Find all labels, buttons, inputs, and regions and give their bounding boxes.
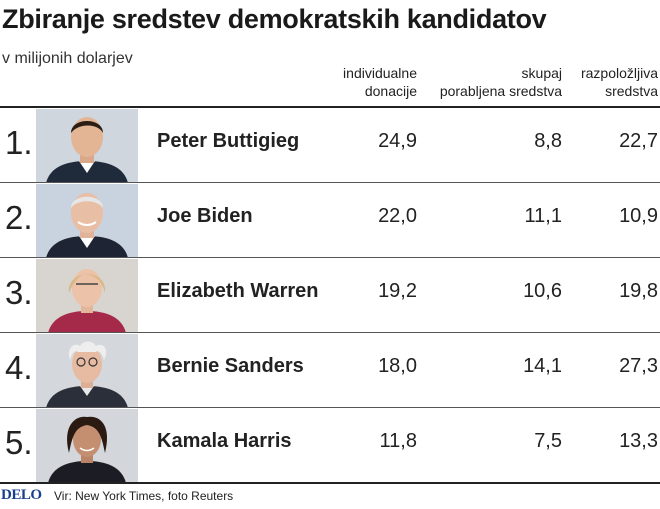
- value-available-funds: 19,8: [619, 280, 658, 302]
- value-individual-donations: 19,2: [378, 280, 417, 302]
- candidate-name: Bernie Sanders: [157, 355, 304, 377]
- value-individual-donations: 22,0: [378, 205, 417, 227]
- rank-label: 5.: [5, 424, 33, 461]
- candidate-photo: [36, 409, 138, 483]
- rank-label: 4.: [5, 349, 33, 386]
- column-header-total-spent: skupaj porabljena sredstva: [440, 64, 562, 100]
- value-total-spent: 7,5: [534, 430, 562, 452]
- column-header-line: donacije: [364, 83, 417, 99]
- row-divider: [0, 257, 660, 258]
- table-row: 1. Peter Buttigieg 24,9 8,8 22,7: [0, 108, 660, 183]
- value-available-funds: 27,3: [619, 355, 658, 377]
- table-row: 2. Joe Biden 22,0 11,1 10,9: [0, 183, 660, 258]
- table-bottom-rule: [0, 482, 660, 484]
- value-available-funds: 10,9: [619, 205, 658, 227]
- chart-title: Zbiranje sredstev demokratskih kandidato…: [2, 4, 547, 34]
- rank-label: 2.: [5, 199, 33, 236]
- value-individual-donations: 11,8: [379, 430, 417, 452]
- candidate-name: Joe Biden: [157, 205, 253, 227]
- candidate-name: Elizabeth Warren: [157, 280, 319, 302]
- delo-logo: DELO: [1, 487, 42, 503]
- column-header-individual-donations: individualne donacije: [343, 64, 417, 100]
- candidate-photo: [36, 334, 138, 408]
- candidate-name: Kamala Harris: [157, 430, 292, 452]
- source-note: Vir: New York Times, foto Reuters: [54, 489, 234, 503]
- table-row: 3. Elizabeth Warren 19,2 10,6 19,8: [0, 258, 660, 333]
- value-total-spent: 14,1: [523, 355, 562, 377]
- value-total-spent: 11,1: [524, 205, 562, 227]
- column-header-available-funds: razpoložljiva sredstva: [581, 64, 658, 100]
- column-header-line: razpoložljiva: [580, 65, 658, 81]
- column-header-line: skupaj: [521, 65, 562, 81]
- candidate-photo: [36, 259, 138, 333]
- candidate-photo: [36, 184, 138, 258]
- candidate-photo: [36, 109, 138, 183]
- column-header-line: sredstva: [605, 83, 658, 99]
- row-divider: [0, 332, 660, 333]
- value-available-funds: 22,7: [619, 130, 658, 152]
- row-divider: [0, 407, 660, 408]
- value-individual-donations: 18,0: [378, 355, 417, 377]
- rank-label: 3.: [5, 274, 33, 311]
- value-available-funds: 13,3: [619, 430, 658, 452]
- table-row: 5. Kamala Harris 11,8 7,5 13,3: [0, 408, 660, 483]
- rank-label: 1.: [5, 124, 33, 161]
- table-row: 4. Bernie Sanders 18,0 14,1 27,3: [0, 333, 660, 408]
- chart-subtitle: v milijonih dolarjev: [2, 50, 133, 67]
- column-header-line: individualne: [343, 65, 417, 81]
- value-total-spent: 10,6: [523, 280, 562, 302]
- value-total-spent: 8,8: [534, 130, 562, 152]
- value-individual-donations: 24,9: [378, 130, 417, 152]
- column-header-line: porabljena sredstva: [439, 83, 562, 99]
- row-divider: [0, 182, 660, 183]
- candidate-name: Peter Buttigieg: [157, 130, 300, 152]
- table-top-rule: [0, 106, 660, 108]
